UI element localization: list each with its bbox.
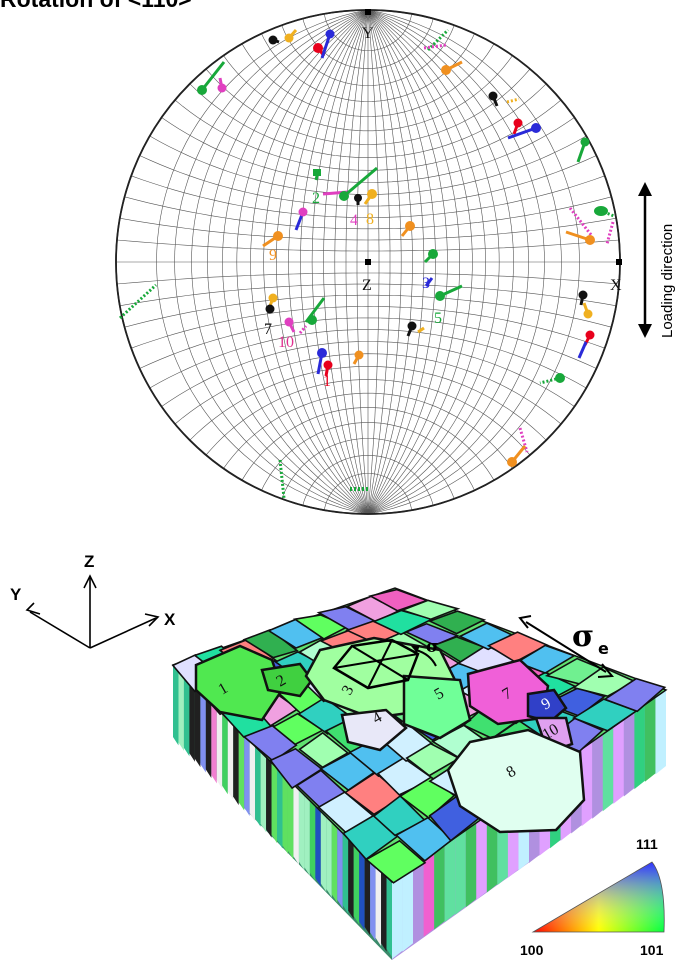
trajectory-group-right (507, 206, 615, 467)
stress-subscript: e (598, 639, 609, 658)
trajectory-group-center (262, 166, 463, 377)
pole-x-marker (616, 259, 622, 265)
ipf-label-101: 101 (640, 942, 664, 958)
hexagon-sigma-label: σ (426, 637, 439, 657)
specimen-grain-10: 10 (540, 721, 562, 744)
stress-sigma: σ (572, 619, 594, 654)
axis-y-label: Y (10, 585, 22, 604)
grain-trajectories (118, 28, 615, 499)
pole-x-label: X (610, 277, 622, 294)
grain-label-2: 2 (312, 190, 320, 207)
coordinate-axes (25, 574, 160, 649)
loading-direction-arrow (638, 182, 652, 338)
loading-direction-label: Loading direction (659, 224, 676, 338)
trajectory-group-upper-right (488, 91, 590, 163)
pole-figure: Y Z X (115, 9, 676, 515)
ipf-legend (531, 861, 665, 933)
ipf-triangle-overlay (533, 862, 665, 932)
specimen-block: σ 1 2 3 4 5 7 8 9 10 (171, 587, 668, 960)
grain-label-3: 3 (422, 275, 430, 292)
grain-label-4: 4 (350, 212, 358, 229)
trajectory-group-top (197, 28, 463, 95)
axis-z-label: Z (84, 552, 94, 571)
stress-arrow (518, 615, 615, 678)
pole-z-marker (365, 259, 371, 265)
grain-label-7: 7 (264, 321, 272, 338)
axis-x-label: X (164, 610, 176, 629)
pole-z-label: Z (362, 277, 372, 294)
wulff-net (116, 10, 620, 514)
ipf-label-111: 111 (636, 836, 658, 852)
figure-title: Rotation of <110> (0, 0, 192, 13)
pole-y-marker (365, 9, 371, 15)
trajectory-group-edge (118, 283, 368, 499)
grain-label-8: 8 (366, 211, 374, 228)
pole-y-label: Y (362, 25, 374, 42)
grain-label-9: 9 (269, 247, 277, 264)
grain-label-10: 10 (278, 334, 294, 351)
grain-label-5: 5 (434, 310, 442, 327)
ipf-label-100: 100 (520, 942, 544, 958)
grain-label-1: 1 (323, 373, 331, 390)
